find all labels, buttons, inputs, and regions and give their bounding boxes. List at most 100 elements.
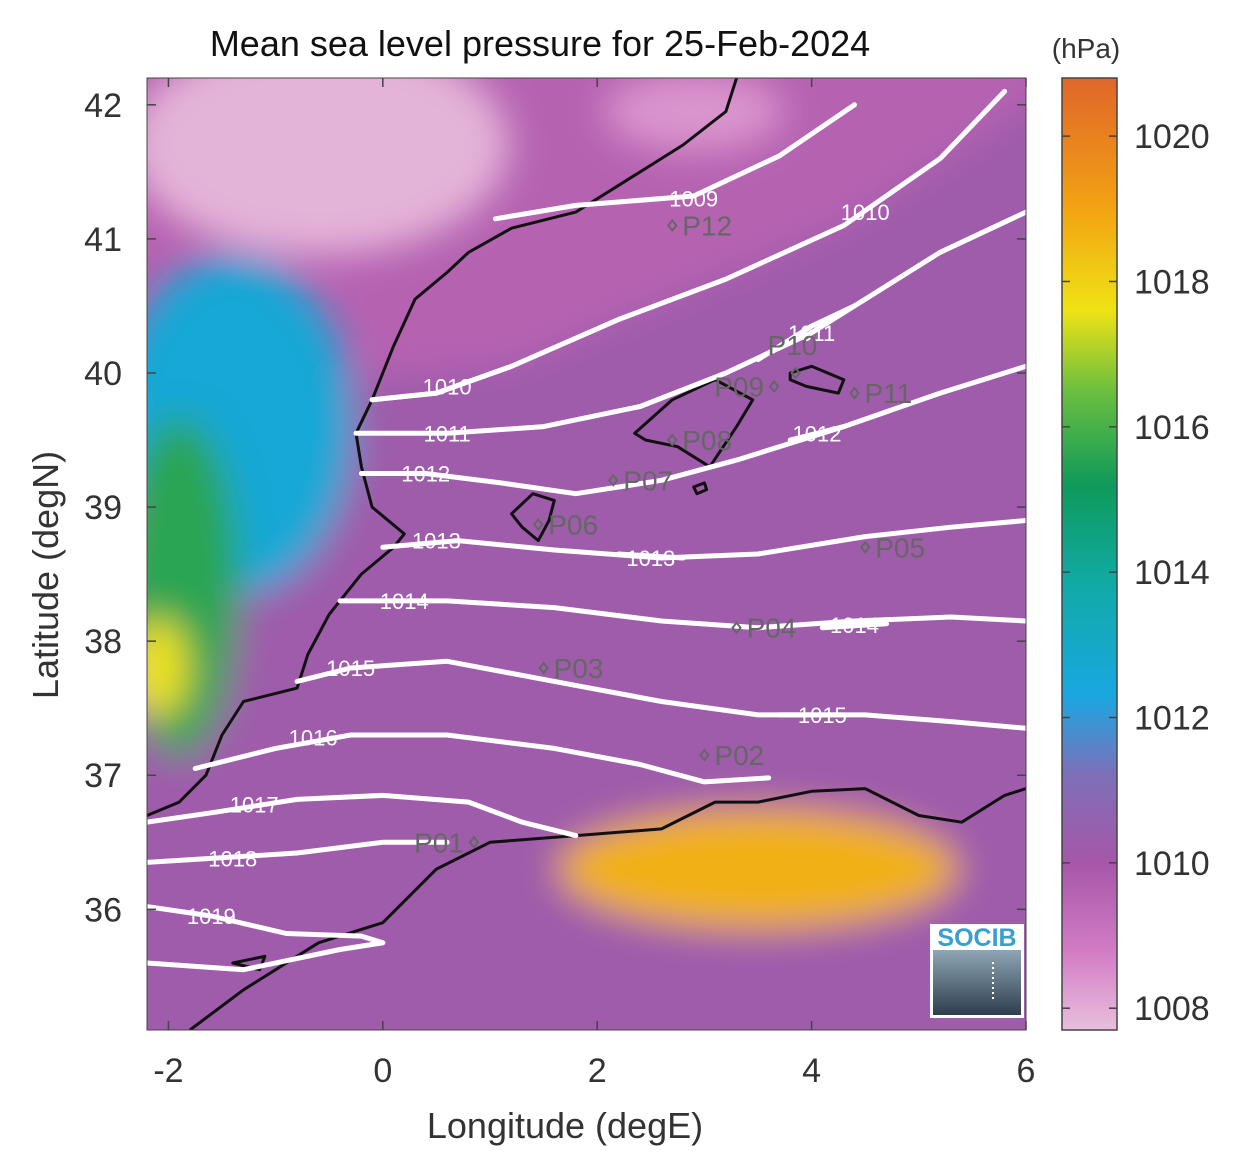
station-p07: P07: [608, 465, 673, 496]
colorbar: 1008 1010 1012 1014 1016 1018 1020 (hPa): [1052, 33, 1210, 1031]
isobar-label: 1015: [798, 703, 847, 728]
isobar-label: 1015: [326, 656, 375, 681]
y-tick-label: 40: [84, 355, 122, 393]
isobar-layer: 1009 1010 1010 1011 1011 1012 1012 1013 1013 1014…: [147, 88, 1026, 973]
logo-text: SOCIB: [937, 924, 1016, 952]
coastline-mallorca: [633, 378, 755, 469]
isobar-label: 1012: [792, 421, 841, 446]
coastline-menorca: [788, 364, 846, 395]
isobar-1016: [192, 732, 772, 785]
station-p02: P02: [699, 740, 764, 771]
x-axis-label: Longitude (degE): [427, 1105, 703, 1146]
y-axis: 36 37 38 39 40 41 42: [84, 87, 1026, 929]
station-p03: P03: [538, 653, 604, 684]
station-marker: [532, 517, 544, 532]
isobar-label: 1012: [401, 462, 450, 487]
isobar-label: 1011: [788, 321, 835, 346]
colorbar-ticks: 1008 1010 1012 1014 1016 1018 1020: [1062, 118, 1210, 1028]
station-marker: [731, 621, 742, 635]
isobar-1014: [819, 621, 890, 631]
coastline-layer: [147, 78, 1026, 1030]
station-marker: [849, 386, 860, 400]
isobar-1011: [353, 209, 1026, 436]
isobar-label: 1010: [841, 200, 890, 225]
coastline-alboran-islet: [231, 954, 267, 972]
station-p10: P10: [768, 330, 818, 380]
isobar-label: 1013: [412, 529, 461, 554]
station-p04: P04: [731, 613, 797, 644]
colorbar-tick-label: 1020: [1134, 118, 1210, 156]
station-marker: [768, 379, 780, 393]
colorbar-tick-label: 1018: [1134, 263, 1210, 301]
isobar-1012: [358, 363, 1026, 497]
isobar-1013: [616, 551, 686, 561]
coastline-cabrera: [692, 481, 709, 496]
isobar-label: 1018: [208, 846, 257, 871]
isobar-1015: [294, 658, 1026, 731]
station-marker: [538, 661, 549, 675]
station-label: P01: [414, 827, 464, 858]
station-p05: P05: [859, 532, 925, 563]
isobar-1017: [147, 792, 579, 839]
station-label: P03: [554, 653, 604, 684]
colorbar-tick-label: 1008: [1134, 990, 1210, 1028]
station-label: P11: [864, 378, 912, 409]
station-label: P08: [682, 425, 732, 456]
isobar-label: 1016: [289, 726, 338, 751]
station-marker: [859, 540, 871, 554]
isobar-1013: [380, 518, 1026, 561]
isobar-label: 1011: [423, 421, 470, 446]
isobar-1014: [337, 598, 1026, 631]
isobar-1010: [369, 363, 514, 403]
x-tick-label: -2: [153, 1052, 183, 1090]
isobar-label: 1014: [380, 589, 429, 614]
station-label: P02: [714, 740, 764, 771]
station-label: P06: [548, 510, 598, 541]
x-tick-label: 4: [802, 1052, 821, 1090]
colorbar-ramp: [1061, 77, 1118, 1031]
isobar-label: 1013: [626, 546, 675, 571]
isobar-label: 1009: [669, 187, 718, 212]
station-p06: P06: [532, 510, 598, 541]
colorbar-unit-label: (hPa): [1052, 33, 1120, 64]
station-label: P12: [682, 210, 732, 241]
station-label: P04: [747, 613, 797, 644]
isobar-1011: [755, 303, 857, 363]
station-marker: [608, 473, 619, 487]
pressure-field: [147, 78, 1026, 1030]
isobar-label: 1014: [830, 613, 879, 638]
map-plot-area: 1009 1010 1010 1011 1011 1012 1012 1013 1013 1014…: [147, 78, 1026, 1030]
colorbar-tick-label: 1010: [1134, 845, 1210, 883]
station-marker: [699, 748, 710, 762]
station-label: P10: [768, 330, 818, 361]
y-tick-label: 37: [84, 757, 122, 795]
y-tick-label: 39: [84, 489, 122, 527]
socib-logo: SOCIB: [930, 924, 1024, 1018]
colorbar-tick-label: 1012: [1134, 700, 1210, 738]
isobar-label: 1010: [423, 374, 472, 399]
station-label: P07: [623, 465, 673, 496]
station-p09: P09: [714, 371, 780, 402]
station-marker: [790, 366, 801, 380]
station-label: P05: [875, 532, 925, 563]
station-label: P09: [714, 371, 764, 402]
station-marker: [666, 218, 678, 233]
map-title: Mean sea level pressure for 25-Feb-2024: [210, 23, 870, 64]
isobar-label: 1019: [187, 904, 236, 929]
station-p01: P01: [414, 827, 480, 858]
station-p08: P08: [666, 425, 732, 456]
isobar-1018: [147, 839, 450, 865]
x-tick-label: 6: [1017, 1052, 1036, 1090]
isobar-1019: [147, 904, 386, 946]
x-tick-label: 0: [373, 1052, 392, 1090]
y-tick-label: 38: [84, 623, 122, 661]
station-p11: P11: [849, 378, 912, 409]
colorbar-tick-label: 1016: [1134, 409, 1210, 447]
station-p12: P12: [666, 210, 732, 241]
x-axis: -2 0 2 4 6: [153, 78, 1035, 1090]
y-tick-label: 36: [84, 891, 122, 929]
logo-sea: [933, 950, 1021, 1015]
x-tick-label: 2: [588, 1052, 607, 1090]
map-frame: [146, 77, 1027, 1031]
